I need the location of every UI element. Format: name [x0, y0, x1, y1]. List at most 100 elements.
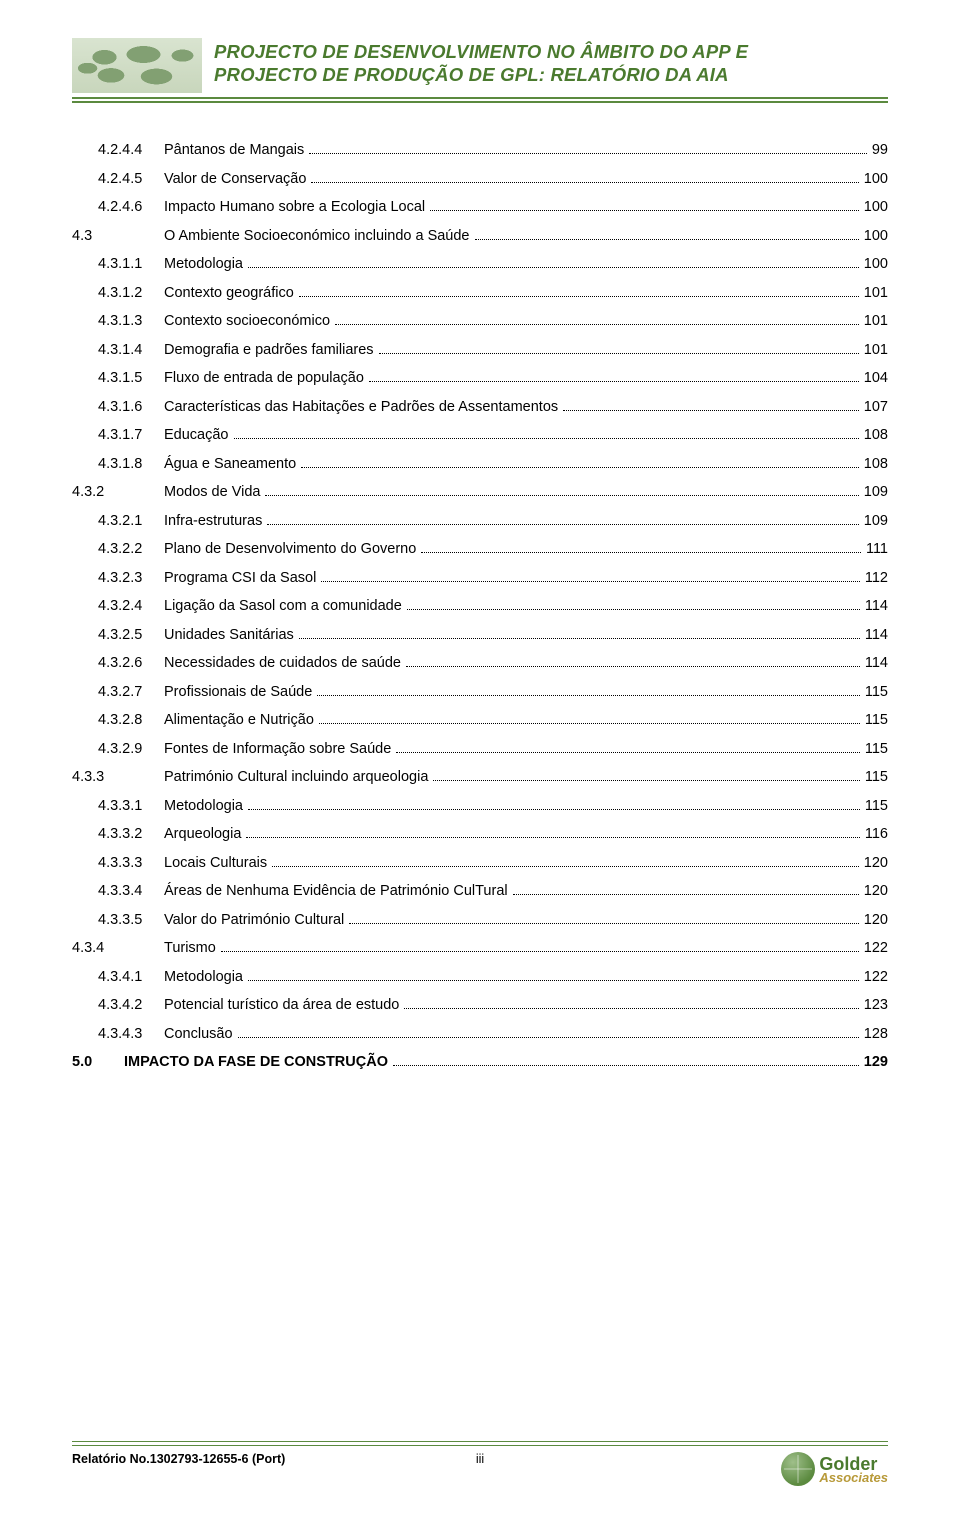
- toc-entry-page: 108: [862, 428, 888, 443]
- double-rule: [72, 97, 888, 103]
- toc-entry-number: 4.3.3: [72, 770, 164, 785]
- toc-leader: [317, 695, 860, 696]
- golder-text: Golder Associates: [819, 1455, 888, 1484]
- toc-entry: 4.2.4.5Valor de Conservação100: [72, 172, 888, 187]
- header-title-line-2: PROJECTO DE PRODUÇÃO DE GPL: RELATÓRIO D…: [214, 63, 888, 86]
- toc-entry-page: 112: [863, 571, 888, 586]
- toc-entry-title: Educação: [164, 428, 231, 443]
- toc-entry-title: Valor do Património Cultural: [164, 913, 346, 928]
- toc-entry: 4.3.1.7Educação108: [72, 428, 888, 443]
- toc-entry-number: 4.2.4.4: [72, 143, 164, 158]
- toc-entry-page: 100: [862, 200, 888, 215]
- header-title-line-1: PROJECTO DE DESENVOLVIMENTO NO ÂMBITO DO…: [214, 40, 888, 63]
- toc-entry: 4.2.4.4Pântanos de Mangais99: [72, 143, 888, 158]
- toc-entry-page: 128: [862, 1027, 888, 1042]
- toc-entry-number: 4.3.2.4: [72, 599, 164, 614]
- toc-leader: [475, 239, 859, 240]
- toc-entry-title: Modos de Vida: [164, 485, 262, 500]
- toc-leader: [406, 666, 860, 667]
- toc-leader: [404, 1008, 858, 1009]
- globe-icon: [781, 1452, 815, 1486]
- toc-entry-title: Água e Saneamento: [164, 457, 298, 472]
- toc-entry-page: 104: [862, 371, 888, 386]
- toc-leader: [379, 353, 859, 354]
- toc-entry-page: 100: [862, 172, 888, 187]
- toc-entry: 4.3.2.2Plano de Desenvolvimento do Gover…: [72, 542, 888, 557]
- toc-entry-number: 4.2.4.6: [72, 200, 164, 215]
- toc-entry-title: Características das Habitações e Padrões…: [164, 400, 560, 415]
- toc-entry-title: Fontes de Informação sobre Saúde: [164, 742, 393, 757]
- toc-entry-title: Valor de Conservação: [164, 172, 308, 187]
- toc-entry-number: 4.3.2.8: [72, 713, 164, 728]
- toc-leader: [563, 410, 859, 411]
- toc-entry-number: 4.3.1.4: [72, 343, 164, 358]
- toc-entry: 4.3.2.9Fontes de Informação sobre Saúde1…: [72, 742, 888, 757]
- golder-sub: Associates: [819, 1471, 888, 1484]
- toc-entry-page: 120: [862, 856, 888, 871]
- toc-entry-number: 4.3.2.9: [72, 742, 164, 757]
- toc-entry-number: 4.3.2.1: [72, 514, 164, 529]
- toc-entry-title: Arqueologia: [164, 827, 243, 842]
- toc-leader: [265, 495, 858, 496]
- toc-entry-title: Programa CSI da Sasol: [164, 571, 318, 586]
- toc-entry-title: Plano de Desenvolvimento do Governo: [164, 542, 418, 557]
- toc-entry: 4.3.2.3Programa CSI da Sasol 112: [72, 571, 888, 586]
- toc-entry: 4.3O Ambiente Socioeconómico incluindo a…: [72, 229, 888, 244]
- toc-entry-title: Conclusão: [164, 1027, 235, 1042]
- toc-entry-title: Património Cultural incluindo arqueologi…: [164, 770, 430, 785]
- toc-entry-page: 123: [862, 998, 888, 1013]
- toc-entry: 4.3.3.1Metodologia115: [72, 799, 888, 814]
- toc-leader: [221, 951, 859, 952]
- toc-leader: [407, 609, 860, 610]
- header-title-block: PROJECTO DE DESENVOLVIMENTO NO ÂMBITO DO…: [214, 38, 888, 86]
- header-rule: [0, 97, 960, 103]
- toc-entry-number: 4.3.2.6: [72, 656, 164, 671]
- toc-entry-title: Contexto socioeconómico: [164, 314, 332, 329]
- toc-entry: 4.3.4.2Potencial turístico da área de es…: [72, 998, 888, 1013]
- toc-entry-number: 4.3.4.3: [72, 1027, 164, 1042]
- toc-leader: [309, 153, 867, 154]
- toc-entry: 4.3.1.6Características das Habitações e …: [72, 400, 888, 415]
- toc-entry-number: 4.3.3.1: [72, 799, 164, 814]
- toc-leader: [246, 837, 859, 838]
- toc-entry: 4.3.1.5Fluxo de entrada de população104: [72, 371, 888, 386]
- toc-entry-page: 115: [863, 770, 888, 785]
- toc-entry-page: 101: [862, 286, 888, 301]
- toc-entry-page: 101: [862, 343, 888, 358]
- footer-rule: [72, 1441, 888, 1446]
- toc-entry: 4.3.3.2Arqueologia116: [72, 827, 888, 842]
- toc-leader: [396, 752, 860, 753]
- footer-row: Relatório No.1302793-12655-6 (Port) iii …: [72, 1452, 888, 1486]
- toc-entry: 4.3.4Turismo122: [72, 941, 888, 956]
- toc-entry: 4.3.3.4Áreas de Nenhuma Evidência de Pat…: [72, 884, 888, 899]
- table-of-contents: 4.2.4.4Pântanos de Mangais994.2.4.5Valor…: [72, 143, 888, 1070]
- toc-leader: [299, 638, 860, 639]
- toc-entry-number: 4.3.3.2: [72, 827, 164, 842]
- toc-entry-page: 120: [862, 913, 888, 928]
- toc-entry-number: 4.3.3.5: [72, 913, 164, 928]
- toc-entry-title: Áreas de Nenhuma Evidência de Património…: [164, 884, 510, 899]
- toc-entry-number: 4.3.2.3: [72, 571, 164, 586]
- toc-entry-title: Metodologia: [164, 799, 245, 814]
- toc-leader: [321, 581, 860, 582]
- toc-entry-number: 4.3.1.3: [72, 314, 164, 329]
- document-page: PROJECTO DE DESENVOLVIMENTO NO ÂMBITO DO…: [0, 0, 960, 1514]
- toc-entry-page: 115: [863, 685, 888, 700]
- page-number: iii: [476, 1452, 484, 1466]
- toc-entry-number: 4.3.1.5: [72, 371, 164, 386]
- toc-entry-number: 4.3.3.4: [72, 884, 164, 899]
- page-footer: Relatório No.1302793-12655-6 (Port) iii …: [72, 1441, 888, 1486]
- report-number: Relatório No.1302793-12655-6 (Port): [72, 1452, 285, 1466]
- page-header: PROJECTO DE DESENVOLVIMENTO NO ÂMBITO DO…: [72, 38, 888, 93]
- toc-entry-number: 4.3.1.1: [72, 257, 164, 272]
- toc-entry-page: 111: [864, 542, 888, 557]
- toc-entry-title: Necessidades de cuidados de saúde: [164, 656, 403, 671]
- toc-entry-page: 114: [863, 599, 888, 614]
- toc-entry-page: 122: [862, 941, 888, 956]
- toc-entry: 4.3.1.8Água e Saneamento108: [72, 457, 888, 472]
- toc-entry-number: 4.3.1.6: [72, 400, 164, 415]
- toc-entry: 4.3.3Património Cultural incluindo arque…: [72, 770, 888, 785]
- toc-entry-number: 4.3.1.2: [72, 286, 164, 301]
- toc-entry-number: 4.3.4: [72, 941, 164, 956]
- toc-entry-title: Profissionais de Saúde: [164, 685, 314, 700]
